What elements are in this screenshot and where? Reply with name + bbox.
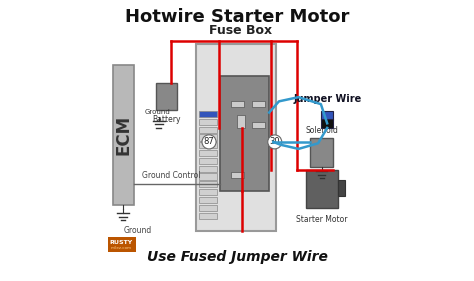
Bar <box>199 126 218 133</box>
Bar <box>109 237 137 252</box>
Bar <box>237 115 246 128</box>
Text: Fuse Box: Fuse Box <box>209 24 272 37</box>
Text: 30: 30 <box>269 137 280 146</box>
Bar <box>156 83 177 110</box>
Bar <box>252 122 265 128</box>
Bar <box>199 213 218 219</box>
Text: 87: 87 <box>204 137 214 146</box>
Bar <box>199 158 218 164</box>
Bar <box>337 180 346 196</box>
Text: Jumper Wire: Jumper Wire <box>293 94 362 104</box>
Bar <box>199 181 218 187</box>
Text: ECM: ECM <box>114 115 132 155</box>
Text: Solenoid: Solenoid <box>305 126 338 135</box>
Bar <box>199 119 218 125</box>
Bar <box>321 111 334 119</box>
Bar <box>199 134 218 140</box>
Bar <box>231 172 244 178</box>
Bar <box>199 111 218 117</box>
Text: Hotwire Starter Motor: Hotwire Starter Motor <box>125 8 349 26</box>
Text: Ground Control: Ground Control <box>142 171 201 180</box>
Bar <box>199 189 218 195</box>
Bar <box>220 76 269 191</box>
Bar <box>199 205 218 211</box>
Text: milez.com: milez.com <box>110 246 131 250</box>
Bar <box>199 166 218 172</box>
Bar <box>310 138 334 167</box>
Bar <box>199 173 218 180</box>
Text: Starter Motor: Starter Motor <box>296 215 347 224</box>
Text: Battery: Battery <box>152 115 181 124</box>
Bar <box>231 101 244 107</box>
Bar <box>252 101 265 107</box>
Bar <box>199 142 218 148</box>
Bar <box>199 150 218 156</box>
Text: Use Fused Jumper Wire: Use Fused Jumper Wire <box>146 250 328 264</box>
Text: Ground: Ground <box>145 109 170 115</box>
Text: Ground: Ground <box>124 226 152 235</box>
Bar <box>321 119 334 128</box>
Text: RUSTY: RUSTY <box>109 240 133 245</box>
Bar <box>196 44 276 231</box>
Bar <box>112 65 134 205</box>
Bar <box>199 197 218 203</box>
Bar <box>306 170 337 208</box>
